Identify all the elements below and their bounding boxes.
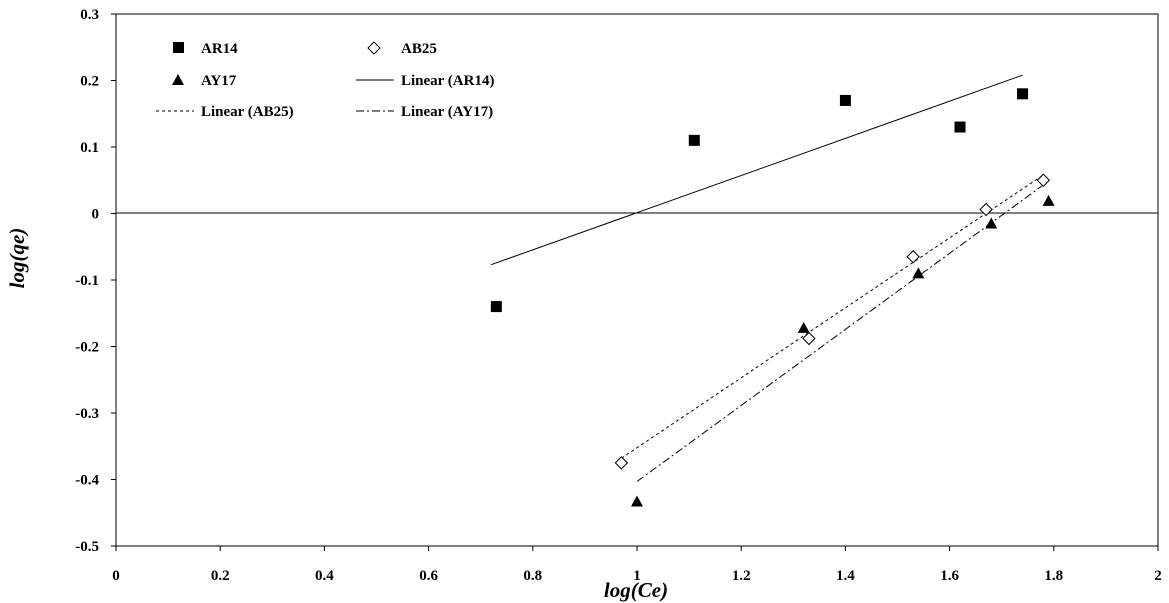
data-point-ar14 [954, 121, 966, 133]
x-tick-labels: 0 0.2 0.4 0.6 0.8 1 1.2 1.4 1.6 1.8 2 [112, 568, 1162, 584]
plot-area [115, 13, 1159, 547]
x-tick-label: 0.4 [315, 568, 334, 584]
y-tick-label: -0.1 [75, 273, 99, 289]
data-point-ab25 [614, 456, 629, 470]
data-point-ab25 [1036, 173, 1051, 187]
legend-marker-ar14 [173, 42, 184, 53]
legend-label-ar14: AR14 [201, 41, 238, 57]
x-tick-label: 1.4 [836, 568, 855, 584]
x-axis-title: log(Ce) [604, 578, 668, 602]
y-tick-label: -0.4 [75, 473, 99, 489]
data-point-ay17 [631, 495, 643, 507]
trendline-ab25 [621, 174, 1044, 459]
legend-marker-ay17 [172, 74, 184, 85]
y-tick-label: -0.5 [75, 539, 99, 555]
legend-label-linear-ay17: Linear (AY17) [401, 104, 493, 120]
x-tick-label: 1.6 [940, 568, 959, 584]
legend-label-linear-ar14: Linear (AR14) [401, 73, 494, 89]
x-tick-label: 1.2 [732, 568, 751, 584]
data-point-ay17 [797, 321, 810, 333]
data-point-ar14 [688, 134, 700, 146]
y-tick-label: 0.3 [80, 7, 99, 23]
data-point-ab25 [906, 250, 920, 264]
y-tick-label: 0.2 [80, 74, 99, 90]
trendlines [490, 74, 1044, 482]
x-tick-label: 2 [1154, 568, 1162, 584]
y-axis-title: log(qe) [5, 228, 29, 289]
legend: AR14 AB25 AY17 Linear (AR14) Linear (AB2… [156, 41, 494, 120]
legend-label-ay17: AY17 [201, 73, 237, 89]
data-point-ar14 [1017, 88, 1029, 100]
data-point-ab25 [802, 331, 816, 346]
y-tick-label: 0.1 [80, 140, 99, 156]
trendline-ay17 [636, 184, 1044, 482]
x-tick-label: 1.8 [1044, 568, 1063, 584]
data-point-ay17 [1042, 194, 1055, 206]
x-tick-label: 1 [633, 568, 641, 584]
y-tick-label: -0.2 [75, 340, 99, 356]
data-point-ar14 [839, 94, 851, 106]
legend-label-linear-ab25: Linear (AB25) [201, 104, 294, 120]
x-tick-label: 0 [112, 568, 120, 584]
data-point-ay17 [912, 267, 925, 279]
tick-marks [111, 13, 1159, 551]
y-tick-label: -0.3 [75, 406, 99, 422]
x-tick-label: 0.6 [419, 568, 438, 584]
trendline-ar14 [490, 74, 1023, 266]
x-tick-label: 0.8 [523, 568, 542, 584]
data-points [490, 88, 1055, 507]
legend-marker-ab25 [367, 41, 381, 55]
x-tick-label: 0.2 [211, 568, 230, 584]
y-tick-labels: -0.5 -0.4 -0.3 -0.2 -0.1 0 0.1 0.2 0.3 [75, 7, 99, 555]
data-point-ar14 [490, 301, 502, 313]
data-point-ab25 [979, 202, 993, 217]
data-point-ay17 [985, 217, 998, 229]
legend-label-ab25: AB25 [401, 41, 437, 57]
y-tick-label: 0 [92, 207, 100, 223]
